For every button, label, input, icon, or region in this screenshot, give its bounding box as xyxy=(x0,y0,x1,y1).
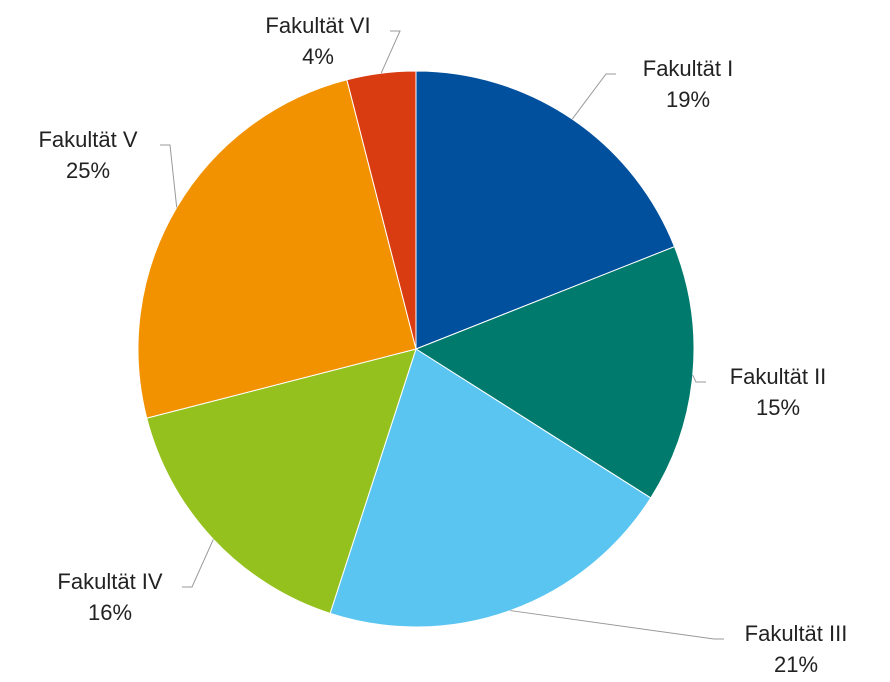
slice-label: Fakultät V xyxy=(38,127,137,152)
slice-value: 15% xyxy=(756,395,800,420)
leader-line xyxy=(160,144,178,208)
pie-slice xyxy=(329,348,652,628)
slice-label: Fakultät III xyxy=(745,621,848,646)
leader-line xyxy=(182,539,214,588)
slice-value: 21% xyxy=(774,652,818,677)
slice-value: 19% xyxy=(666,87,710,112)
slice-label: Fakultät VI xyxy=(265,13,370,38)
leader-line xyxy=(571,73,616,120)
slice-value: 4% xyxy=(302,44,334,69)
leader-line xyxy=(510,610,724,640)
slice-value: 16% xyxy=(88,600,132,625)
leader-line xyxy=(380,30,401,74)
slice-label: Fakultät II xyxy=(730,364,827,389)
slice-value: 25% xyxy=(66,158,110,183)
leader-line xyxy=(692,374,706,383)
pie-slice xyxy=(414,246,695,499)
pie-slice xyxy=(137,79,417,419)
slice-label: Fakultät IV xyxy=(57,569,162,594)
slice-label: Fakultät I xyxy=(643,56,733,81)
pie-slice xyxy=(346,70,417,350)
pie-slice xyxy=(146,348,417,615)
